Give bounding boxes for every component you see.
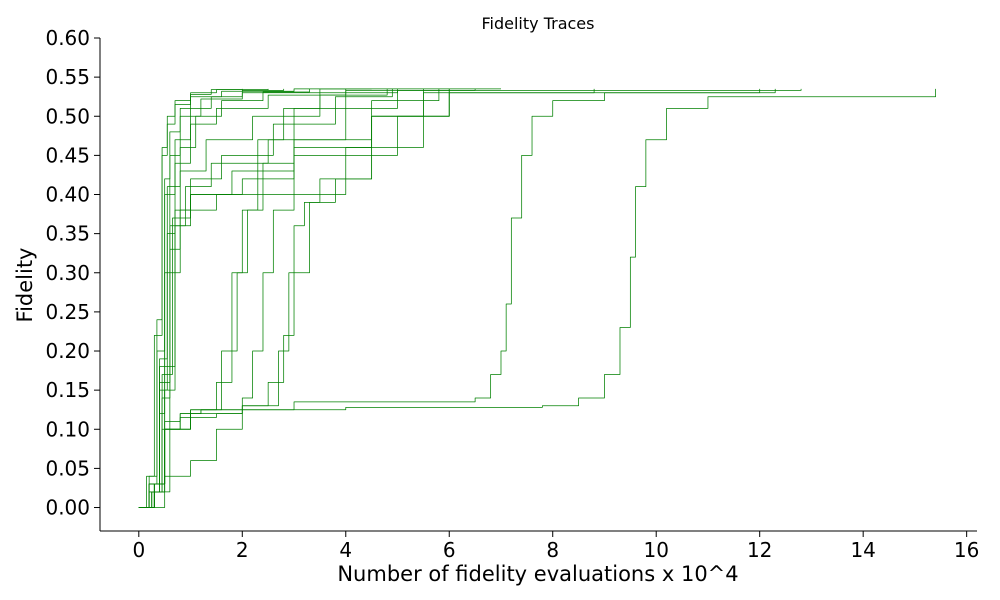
fidelity-trace-17 (138, 88, 936, 508)
x-tick-label: 8 (546, 538, 559, 562)
x-tick-label: 12 (747, 538, 772, 562)
fidelity-trace-1 (138, 88, 501, 508)
axes (99, 38, 977, 532)
fidelity-trace-2 (138, 88, 476, 508)
y-tick-label: 0.15 (45, 378, 90, 402)
fidelity-trace-3 (138, 88, 595, 508)
x-tick-label: 2 (236, 538, 249, 562)
y-tick-label: 0.50 (45, 104, 90, 128)
y-axis-label: Fidelity (13, 248, 37, 323)
fidelity-trace-6 (138, 88, 802, 508)
fidelity-trace-5 (138, 88, 776, 508)
x-axis-label: Number of fidelity evaluations x 10^4 (337, 562, 738, 586)
y-tick-label: 0.45 (45, 143, 90, 167)
y-tick-label: 0.30 (45, 261, 90, 285)
y-tick-label: 0.05 (45, 456, 90, 480)
x-ticks: 0 2 4 6 8 10 12 14 16 (132, 531, 979, 562)
x-tick-label: 6 (443, 538, 456, 562)
fidelity-trace-19 (138, 88, 393, 508)
y-tick-label: 0.10 (45, 417, 90, 441)
y-tick-label: 0.20 (45, 339, 90, 363)
y-tick-label: 0.55 (45, 65, 90, 89)
fidelity-trace-14 (138, 88, 450, 508)
chart-title: Fidelity Traces (482, 14, 595, 33)
x-tick-label: 16 (954, 538, 979, 562)
y-tick-label: 0.60 (45, 26, 90, 50)
fidelity-trace-9 (138, 88, 285, 508)
trace-group (138, 88, 936, 508)
fidelity-trace-4 (138, 88, 372, 508)
y-tick-label: 0.25 (45, 300, 90, 324)
y-ticks: 0.00 0.05 0.10 0.15 0.20 0.25 0.30 0.35 0.40 0.45… (45, 26, 100, 520)
y-tick-label: 0.40 (45, 183, 90, 207)
fidelity-trace-18 (138, 88, 243, 508)
y-tick-label: 0.35 (45, 222, 90, 246)
fidelity-trace-12 (138, 88, 424, 508)
x-tick-label: 4 (339, 538, 352, 562)
x-tick-label: 0 (132, 538, 145, 562)
fidelity-trace-7 (138, 88, 269, 508)
fidelity-trace-20 (138, 88, 310, 508)
x-tick-label: 10 (643, 538, 668, 562)
y-tick-label: 0.00 (45, 496, 90, 520)
x-tick-label: 14 (850, 538, 875, 562)
